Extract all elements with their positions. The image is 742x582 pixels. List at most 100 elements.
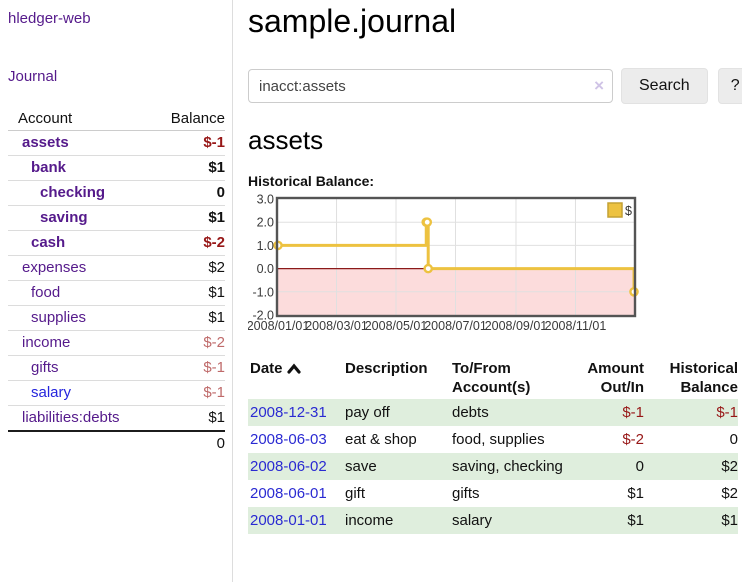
- transaction-balance: $-1: [716, 404, 738, 421]
- transaction-accounts: salary: [452, 512, 493, 529]
- x-tick-label: 2008/01/01: [248, 319, 309, 333]
- account-balance: $-1: [154, 355, 225, 381]
- register-header-balance: Historical Balance: [669, 360, 738, 396]
- account-link[interactable]: expenses: [22, 259, 87, 276]
- account-balance: 0: [154, 180, 225, 206]
- account-balance: $1: [154, 280, 225, 306]
- account-row: saving $1: [8, 205, 225, 231]
- register-row: 2008-12-31 pay off debts $-1 $-1: [248, 399, 738, 426]
- register-header-date[interactable]: Date: [248, 357, 345, 399]
- transaction-date-link[interactable]: 2008-06-01: [250, 485, 327, 502]
- account-balance: $-2: [154, 330, 225, 356]
- accounts-table: Account Balance assets $-1 bank $1 checking 0…: [8, 107, 225, 456]
- register-row: 2008-06-01 gift gifts $1 $2: [248, 480, 738, 507]
- account-balance: $-1: [154, 130, 225, 156]
- transaction-description: eat & shop: [345, 431, 417, 448]
- data-point: [422, 217, 433, 228]
- legend-label: $: [625, 204, 632, 218]
- account-link[interactable]: salary: [31, 384, 72, 401]
- app-brand: hledger-web: [8, 10, 232, 28]
- y-tick-label: 1.0: [257, 239, 274, 253]
- y-tick-label: 3.0: [257, 194, 274, 207]
- account-link[interactable]: assets: [22, 134, 69, 151]
- account-row: liabilities:debts $1: [8, 405, 225, 432]
- account-link[interactable]: bank: [31, 159, 67, 176]
- x-tick-label: 2008/03/01: [305, 319, 368, 333]
- account-row: supplies $1: [8, 305, 225, 331]
- chart-title: Historical Balance:: [248, 173, 375, 189]
- accounts-total-row: 0: [8, 430, 225, 456]
- data-point: [423, 263, 434, 274]
- transaction-accounts: food, supplies: [452, 431, 545, 448]
- transaction-date-link[interactable]: 2008-06-02: [250, 458, 327, 475]
- transaction-amount: 0: [635, 458, 644, 475]
- account-balance: $1: [154, 405, 225, 432]
- account-row: assets $-1: [8, 130, 225, 156]
- page-title: sample.journal: [248, 3, 457, 39]
- plot-border: [275, 196, 637, 318]
- search-form: × Search ?: [248, 68, 742, 104]
- y-tick-label: -1.0: [252, 285, 274, 299]
- account-balance: $1: [154, 205, 225, 231]
- account-link[interactable]: supplies: [31, 309, 87, 326]
- register-row: 2008-06-02 save saving, checking 0 $2: [248, 453, 738, 480]
- x-tick-label: 2008/05/01: [365, 319, 428, 333]
- account-link[interactable]: checking: [40, 184, 106, 201]
- account-link[interactable]: income: [22, 334, 71, 351]
- register-header-accounts: To/From Account(s): [452, 360, 531, 396]
- account-balance: $1: [154, 155, 225, 181]
- register-header-description: Description: [345, 360, 428, 377]
- account-row: expenses $2: [8, 255, 225, 281]
- account-row: cash $-2: [8, 230, 225, 256]
- account-link[interactable]: cash: [31, 234, 66, 251]
- account-link[interactable]: food: [31, 284, 61, 301]
- transaction-amount: $1: [627, 512, 644, 529]
- historical-balance-chart: $3.0 2.0 1.0 0.0 -1.0 -2.02008/01/012008/03/0…: [248, 194, 639, 333]
- account-balance: $1: [154, 305, 225, 331]
- account-row: gifts $-1: [8, 355, 225, 381]
- transaction-balance: $2: [721, 485, 738, 502]
- account-row: salary $-1: [8, 380, 225, 406]
- account-balance: $-1: [154, 380, 225, 406]
- clear-search-icon[interactable]: ×: [594, 76, 604, 95]
- x-tick-label: 2008/11/01: [545, 319, 607, 333]
- accounts-header-balance: Balance: [154, 107, 225, 131]
- sidebar-item-journal[interactable]: Journal: [8, 68, 58, 85]
- register-row: 2008-01-01 income salary $1 $1: [248, 507, 738, 534]
- register-table: Date Description To/From Account(s) Amount …: [248, 357, 738, 534]
- accounts-total-value: 0: [154, 430, 225, 456]
- account-link[interactable]: saving: [40, 209, 88, 226]
- account-link[interactable]: liabilities:debts: [22, 409, 120, 426]
- account-row: bank $1: [8, 155, 225, 181]
- legend-swatch: [607, 202, 623, 218]
- transaction-description: gift: [345, 485, 366, 502]
- account-row: income $-2: [8, 330, 225, 356]
- transaction-amount: $-2: [622, 431, 644, 448]
- transaction-date-link[interactable]: 2008-12-31: [250, 404, 327, 421]
- y-tick-label: 0.0: [257, 262, 274, 276]
- transaction-accounts: saving, checking: [452, 458, 563, 475]
- transaction-amount: $1: [627, 485, 644, 502]
- transaction-balance: $1: [721, 512, 738, 529]
- account-row: checking 0: [8, 180, 225, 206]
- transaction-accounts: gifts: [452, 485, 480, 502]
- search-input[interactable]: [248, 69, 613, 103]
- x-tick-label: 2008/09/01: [485, 319, 548, 333]
- register-row: 2008-06-03 eat & shop food, supplies $-2 0: [248, 426, 738, 453]
- search-button[interactable]: Search: [621, 68, 708, 104]
- accounts-header-account: Account: [8, 107, 155, 131]
- brand-link[interactable]: hledger-web: [8, 10, 91, 27]
- main-content: sample.journal × Search ? assets Histori…: [233, 0, 742, 582]
- sort-ascending-icon: [286, 360, 301, 379]
- transaction-date-link[interactable]: 2008-01-01: [250, 512, 327, 529]
- transaction-amount: $-1: [622, 404, 644, 421]
- account-row: food $1: [8, 280, 225, 306]
- sidebar: hledger-web Journal Account Balance asse…: [0, 0, 233, 582]
- account-balance: $2: [154, 255, 225, 281]
- transaction-date-link[interactable]: 2008-06-03: [250, 431, 327, 448]
- help-button[interactable]: ?: [717, 68, 742, 104]
- transaction-description: income: [345, 512, 394, 529]
- x-tick-label: 2008/07/01: [424, 319, 487, 333]
- account-link[interactable]: gifts: [31, 359, 59, 376]
- search-box: ×: [248, 69, 613, 103]
